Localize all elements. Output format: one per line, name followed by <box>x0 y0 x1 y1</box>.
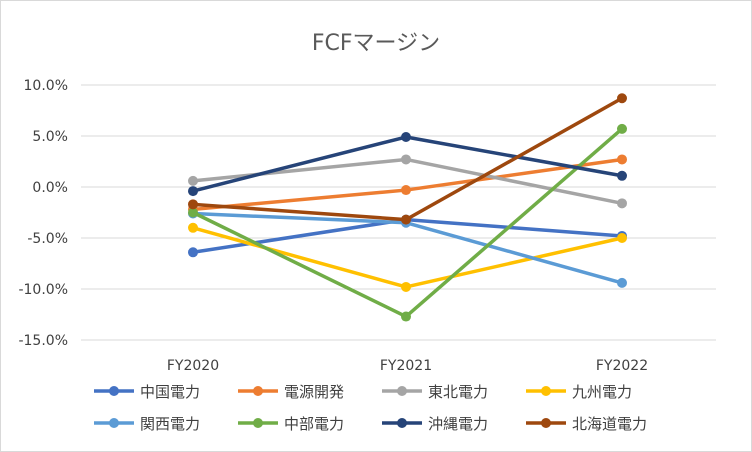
data-point <box>617 277 627 288</box>
series-8 <box>188 93 627 225</box>
legend-item: 北海道電力 <box>526 415 647 433</box>
y-tick-label: 5.0% <box>32 129 68 145</box>
data-point <box>617 154 627 165</box>
y-tick-label: 0.0% <box>32 180 68 196</box>
y-axis-tick-labels: 10.0% 5.0% 0.0% -5.0% -10.0% -15.0% <box>18 78 68 349</box>
data-point <box>617 170 627 181</box>
legend-label: 北海道電力 <box>572 415 647 433</box>
data-point <box>401 132 411 143</box>
series-4 <box>188 222 627 292</box>
legend-label: 東北電力 <box>428 383 488 401</box>
y-tick-label: -15.0% <box>18 333 68 349</box>
data-point <box>401 281 411 292</box>
data-point <box>188 186 198 197</box>
legend-item: 関西電力 <box>94 415 200 433</box>
series-6 <box>188 123 627 322</box>
series-lines <box>188 93 627 322</box>
data-point <box>188 247 198 258</box>
legend-marker <box>397 386 407 396</box>
x-axis-tick-labels: FY2020 FY2021 FY2022 <box>167 358 648 374</box>
legend-label: 中国電力 <box>140 383 200 401</box>
series-7 <box>188 132 627 197</box>
legend-item: 電源開発 <box>238 383 344 401</box>
legend-item: 沖縄電力 <box>382 415 488 433</box>
legend-marker <box>397 418 407 428</box>
legend-item: 東北電力 <box>382 383 488 401</box>
series-line <box>192 226 623 289</box>
data-point <box>617 233 627 243</box>
data-point <box>401 185 411 196</box>
legend-label: 電源開発 <box>284 383 344 401</box>
legend-marker <box>109 418 119 428</box>
gridlines <box>81 84 716 341</box>
series-line <box>192 157 623 206</box>
legend-label: 関西電力 <box>140 415 200 433</box>
legend-marker <box>253 418 263 428</box>
data-point <box>401 154 411 165</box>
legend-marker <box>109 386 119 396</box>
data-point <box>188 199 198 210</box>
legend-label: 九州電力 <box>572 383 632 401</box>
x-tick-label: FY2021 <box>380 358 432 374</box>
legend-marker <box>541 386 551 396</box>
data-point <box>617 93 627 104</box>
legend-item: 中国電力 <box>94 383 200 401</box>
legend-label: 沖縄電力 <box>428 415 488 433</box>
data-point <box>617 123 627 134</box>
legend-label: 中部電力 <box>284 415 344 433</box>
data-point <box>401 311 411 322</box>
data-point <box>188 207 198 218</box>
legend-item: 九州電力 <box>526 383 632 401</box>
y-tick-label: 10.0% <box>24 78 68 94</box>
y-tick-label: -10.0% <box>18 282 68 298</box>
data-point <box>401 214 411 225</box>
data-point <box>617 198 627 209</box>
legend-marker <box>253 386 263 396</box>
x-tick-label: FY2020 <box>167 358 219 374</box>
legend-marker <box>541 418 551 428</box>
data-point <box>188 175 198 186</box>
x-tick-label: FY2022 <box>596 358 648 374</box>
y-tick-label: -5.0% <box>27 231 68 247</box>
legend-item: 中部電力 <box>238 415 344 433</box>
chart-title: FCFマージン <box>312 31 440 56</box>
data-point <box>188 222 198 233</box>
